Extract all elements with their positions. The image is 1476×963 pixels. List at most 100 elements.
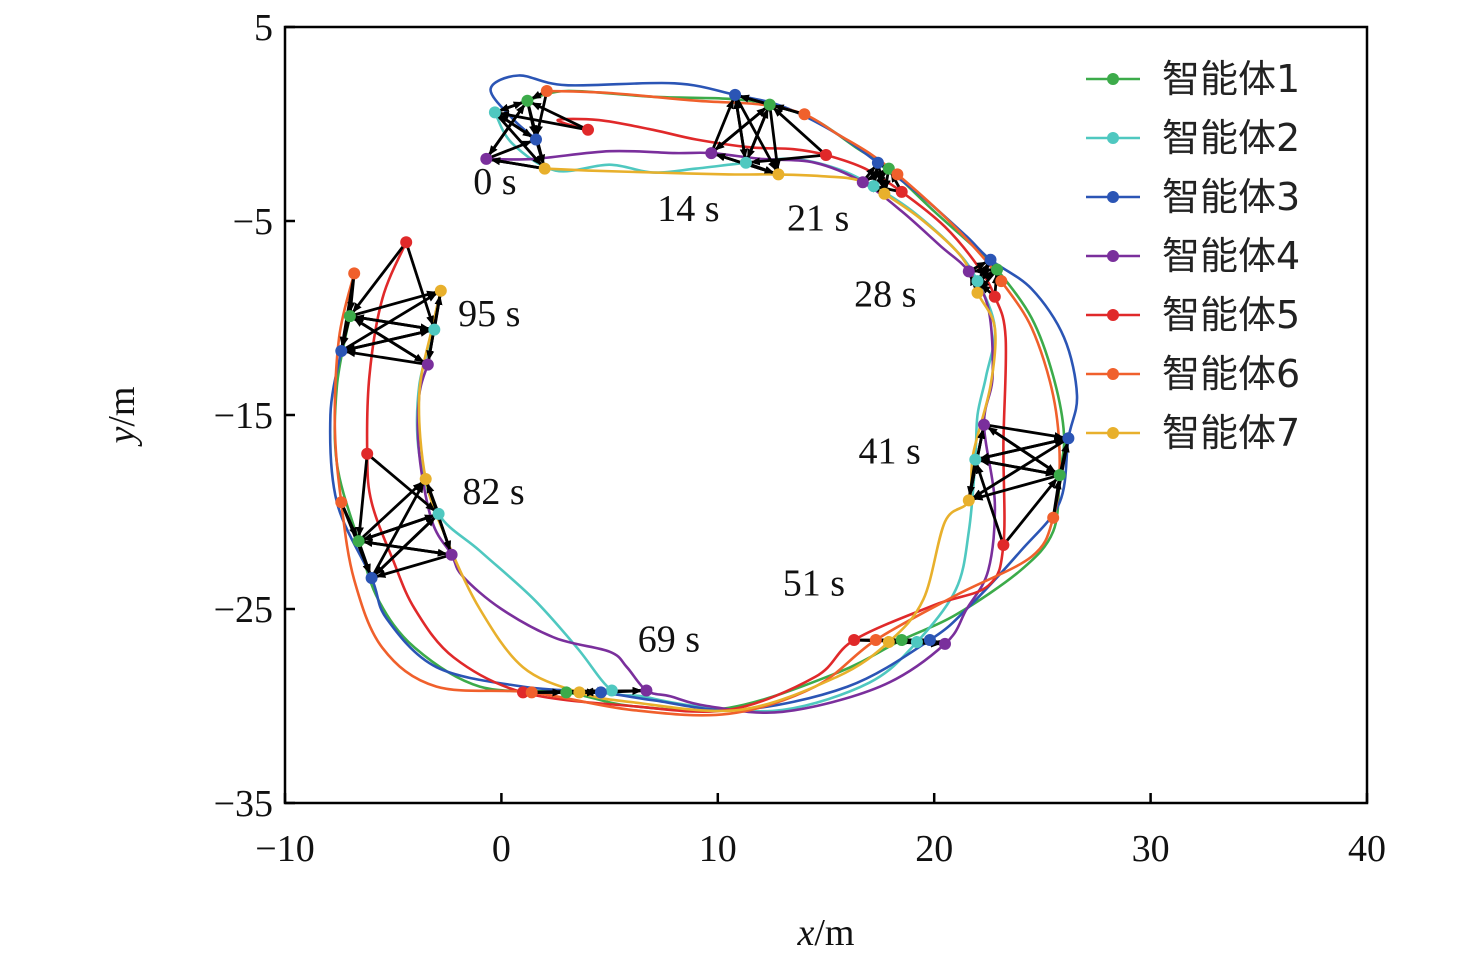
consensus-arrow — [738, 94, 767, 105]
agent-3-point — [594, 686, 607, 699]
agent-7-point — [573, 686, 586, 699]
y-tick-label: −15 — [214, 395, 273, 437]
agent-4-point — [962, 265, 975, 278]
agent-6-point — [891, 168, 904, 181]
agent-5-point — [400, 236, 413, 249]
agent-2-point — [432, 507, 445, 520]
agent-3-point — [871, 156, 884, 169]
consensus-arrow — [498, 101, 524, 113]
agent-6-point — [995, 275, 1008, 288]
agent-5-point — [848, 634, 861, 646]
trajectory-agent-5 — [365, 117, 1008, 714]
agent-7-point — [538, 162, 551, 175]
trajectory-agent-6 — [333, 89, 1062, 717]
agent-2-point — [971, 275, 984, 288]
agent-3-point — [984, 253, 997, 266]
trajectory-agent-7 — [417, 167, 997, 713]
agent-5-point — [582, 123, 594, 136]
legend-label: 智能体7 — [1162, 411, 1300, 455]
x-tick-label: 20 — [915, 828, 953, 870]
agent-1-point — [343, 310, 356, 323]
y-tick-label: −25 — [214, 589, 273, 631]
consensus-arrow — [496, 114, 543, 166]
agent-6-point — [1047, 511, 1060, 524]
time-label: 0 s — [473, 161, 516, 203]
time-label: 69 s — [638, 619, 700, 661]
consensus-arrow — [972, 266, 993, 275]
consensus-arrow — [535, 94, 548, 136]
legend-swatch-marker — [1107, 368, 1119, 380]
agent-2-point — [910, 636, 923, 648]
agent-1-point — [560, 686, 573, 699]
time-label: 95 s — [458, 293, 520, 335]
agent-4-point — [445, 548, 458, 561]
agent-5-point — [517, 686, 529, 699]
agent-4-point — [480, 152, 493, 165]
consensus-arrow — [340, 319, 351, 348]
consensus-arrow — [362, 513, 436, 541]
agent-1-point — [895, 634, 908, 646]
agent-7-point — [772, 168, 785, 181]
agent-1-point — [352, 535, 365, 548]
legend-label: 智能体1 — [1162, 57, 1300, 101]
consensus-arrow — [530, 90, 544, 100]
consensus-arrow — [353, 314, 431, 331]
legend-swatch-marker — [1107, 73, 1119, 85]
consensus-arrow — [749, 154, 823, 166]
agent-3-point — [1062, 432, 1075, 445]
consensus-arrow — [746, 108, 770, 160]
agent-5-point — [997, 539, 1010, 551]
consensus-arrow — [343, 292, 438, 351]
consensus-arrow — [975, 463, 1004, 542]
y-tick-label: −35 — [214, 783, 273, 825]
time-label: 82 s — [462, 471, 524, 513]
consensus-arrows — [339, 90, 1070, 697]
agent-7-point — [419, 473, 432, 485]
time-label: 14 s — [657, 188, 719, 230]
y-axis-title: y/m — [101, 387, 143, 448]
x-axis-unit: /m — [814, 912, 854, 954]
agent-2-point — [488, 106, 501, 119]
consensus-arrow — [356, 457, 369, 538]
legend-swatch-marker — [1107, 191, 1119, 203]
consensus-arrow — [875, 171, 887, 185]
agent-5-point — [361, 447, 374, 460]
consensus-arrow — [345, 349, 425, 366]
agent-6-point — [798, 108, 811, 121]
time-label: 41 s — [859, 431, 921, 473]
consensus-arrow — [535, 142, 545, 165]
y-tick-label: −5 — [233, 201, 273, 243]
agent-2-point — [867, 180, 880, 193]
agent-3-point — [365, 572, 378, 584]
consensus-arrow — [530, 101, 586, 130]
agent-3-point — [335, 345, 348, 357]
consensus-arrow — [979, 458, 1056, 477]
trajectory-lines — [328, 74, 1079, 717]
agent-6-point — [540, 85, 553, 97]
consensus-arrow — [980, 270, 994, 281]
x-tick-label: 10 — [699, 828, 737, 870]
consensus-arrow — [882, 172, 891, 190]
consensus-arrow — [369, 455, 436, 512]
agent-4-point — [939, 637, 951, 650]
agent-snapshot-points — [335, 85, 1075, 699]
consensus-arrow — [526, 104, 537, 136]
agent-7-point — [962, 494, 975, 507]
agent-1-point — [882, 162, 895, 175]
legend-swatch-marker — [1107, 132, 1119, 144]
snapshot-time-labels: 0 s 14 s 21 s28 s 41 s 51 s 69 s 82 s 95 s — [458, 161, 921, 661]
agent-6-point — [348, 267, 361, 280]
legend-swatch-marker — [1107, 309, 1119, 321]
y-axis-ticks: 5 −5 −15 −25 −35 — [214, 7, 295, 825]
agent-7-point — [878, 187, 891, 200]
agent-1-point — [763, 98, 776, 111]
consensus-arrow — [772, 106, 824, 154]
agent-7-point — [971, 286, 984, 299]
consensus-arrow — [362, 539, 448, 556]
agent-4-point — [640, 684, 653, 697]
trajectory-agent-3 — [328, 74, 1079, 712]
consensus-arrow — [353, 317, 426, 364]
legend-label: 智能体2 — [1162, 116, 1300, 160]
consensus-arrow — [375, 554, 449, 578]
consensus-arrow — [406, 245, 435, 326]
